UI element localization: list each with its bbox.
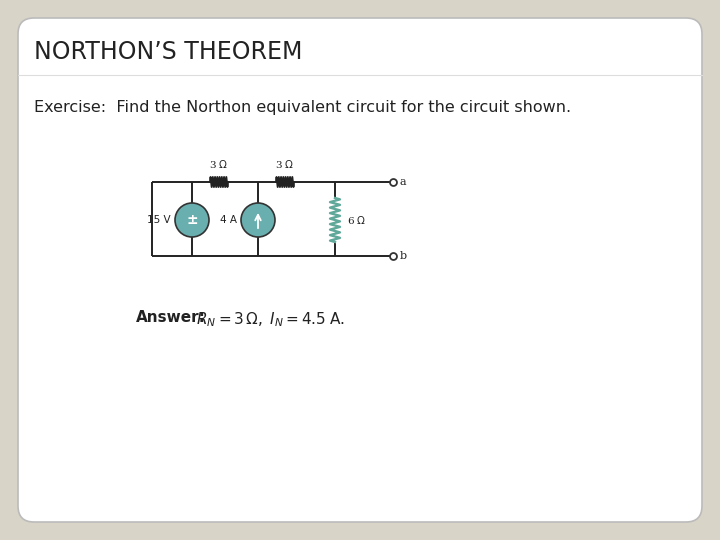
Text: Exercise:  Find the Northon equivalent circuit for the circuit shown.: Exercise: Find the Northon equivalent ci… [34, 100, 571, 115]
Circle shape [241, 203, 275, 237]
Text: a: a [400, 177, 407, 187]
Text: ±: ± [186, 213, 198, 227]
Text: 15 V: 15 V [148, 215, 171, 225]
Text: 3 $\Omega$: 3 $\Omega$ [210, 158, 229, 170]
Text: 6 $\Omega$: 6 $\Omega$ [347, 214, 366, 226]
Text: $R_N = 3\,\Omega,\; I_N = 4.5\;\mathrm{A}.$: $R_N = 3\,\Omega,\; I_N = 4.5\;\mathrm{A… [196, 310, 346, 329]
Text: NORTHON’S THEOREM: NORTHON’S THEOREM [34, 40, 302, 64]
FancyBboxPatch shape [18, 18, 702, 522]
Text: b: b [400, 251, 407, 261]
Circle shape [175, 203, 209, 237]
Text: Answer:: Answer: [136, 310, 206, 325]
Text: 4 A: 4 A [220, 215, 237, 225]
Text: 3 $\Omega$: 3 $\Omega$ [275, 158, 294, 170]
